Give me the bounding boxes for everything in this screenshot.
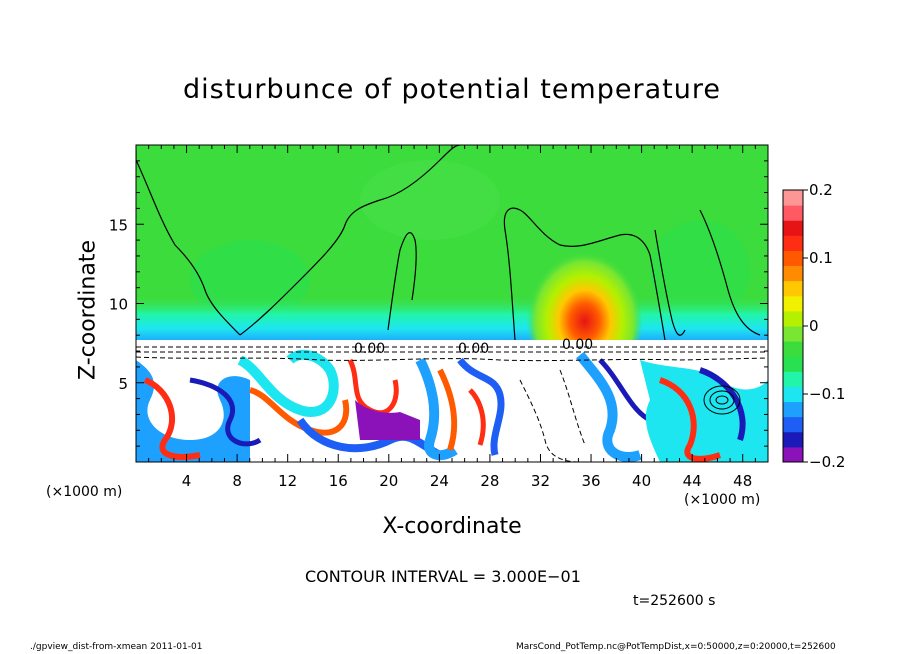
colorbar-segment [783, 446, 803, 463]
colorbar-segment [783, 220, 803, 236]
colorbar-segment [783, 280, 803, 297]
x-tick-label: 16 [329, 472, 348, 490]
x-tick-label: 20 [379, 472, 398, 490]
colorbar-axis: 0.2 0.1 0 −0.1 −0.2 [803, 181, 845, 471]
time-label: t=252600 s [633, 593, 716, 609]
x-tick-label: 28 [480, 472, 499, 490]
x-tick-label: 8 [232, 472, 242, 490]
chart-title: disturbunce of potential temperature [183, 74, 721, 105]
contour-interval-label: CONTOUR INTERVAL = 3.000E−01 [305, 567, 581, 586]
x-axis: 4 8 12 16 20 24 28 32 36 40 44 48 [148, 145, 756, 490]
colorbar-segment [783, 310, 803, 327]
footer-source: MarsCond_PotTemp.nc@PotTempDist,x=0:5000… [516, 642, 836, 652]
contour-label: 0.00 [458, 341, 489, 357]
y-axis: 5 10 15 [109, 160, 768, 447]
colorbar-segment [783, 250, 803, 267]
colorbar-tick-label: 0 [809, 317, 819, 335]
x-unit-label-right: (×1000 m) [684, 492, 761, 508]
x-tick-label: 4 [182, 472, 192, 490]
x-tick-label: 48 [733, 472, 752, 490]
colorbar-segment [783, 356, 803, 372]
colorbar-segment [783, 190, 803, 206]
colorbar-tick-label: −0.1 [809, 385, 845, 403]
y-axis-title: Z-coordinate [75, 240, 101, 380]
contour-label: 0.00 [562, 337, 593, 353]
footer-command: ./gpview_dist-from-xmean 2011-01-01 [30, 642, 203, 652]
heatmap-field: 0.00 0.00 0.00 [136, 145, 768, 462]
contour-label-group: 0.00 0.00 0.00 [354, 337, 593, 357]
colorbar-segment [783, 341, 803, 357]
colorbar-tick-label: −0.2 [809, 453, 845, 471]
colorbar-segment [783, 235, 803, 251]
x-axis-title-text: X-coordinate [382, 514, 522, 539]
x-tick-label: 32 [531, 472, 550, 490]
upper-patch [360, 160, 500, 240]
dashed-contours [136, 346, 768, 462]
colorbar [782, 189, 804, 463]
x-tick-label: 24 [430, 472, 449, 490]
turbulent-structures [136, 349, 768, 462]
colorbar-segment [783, 295, 803, 312]
colorbar-segment [783, 265, 803, 282]
y-tick-label: 10 [109, 296, 128, 314]
x-tick-label: 12 [278, 472, 297, 490]
y-tick-label: 15 [109, 216, 128, 234]
colorbar-segment [783, 326, 803, 342]
x-unit-label: (×1000 m) [46, 484, 123, 500]
x-tick-label: 36 [581, 472, 600, 490]
colorbar-tick-label: 0.1 [809, 249, 833, 267]
x-axis-title: X-coordinate [0, 514, 904, 539]
contour-label: 0.00 [354, 341, 385, 357]
contour-lines [136, 145, 761, 341]
colorbar-segment [783, 371, 803, 387]
x-tick-label: 40 [632, 472, 651, 490]
colorbar-segment [783, 386, 803, 403]
colorbar-segment [783, 401, 803, 418]
cool-band [136, 295, 768, 343]
interface-band [136, 340, 768, 348]
x-tick-label: 44 [683, 472, 702, 490]
colorbar-segment [783, 416, 803, 433]
colorbar-tick-label: 0.2 [809, 181, 833, 199]
colorbar-segment [783, 205, 803, 221]
colorbar-segment [783, 431, 803, 448]
y-tick-label: 5 [118, 375, 128, 393]
